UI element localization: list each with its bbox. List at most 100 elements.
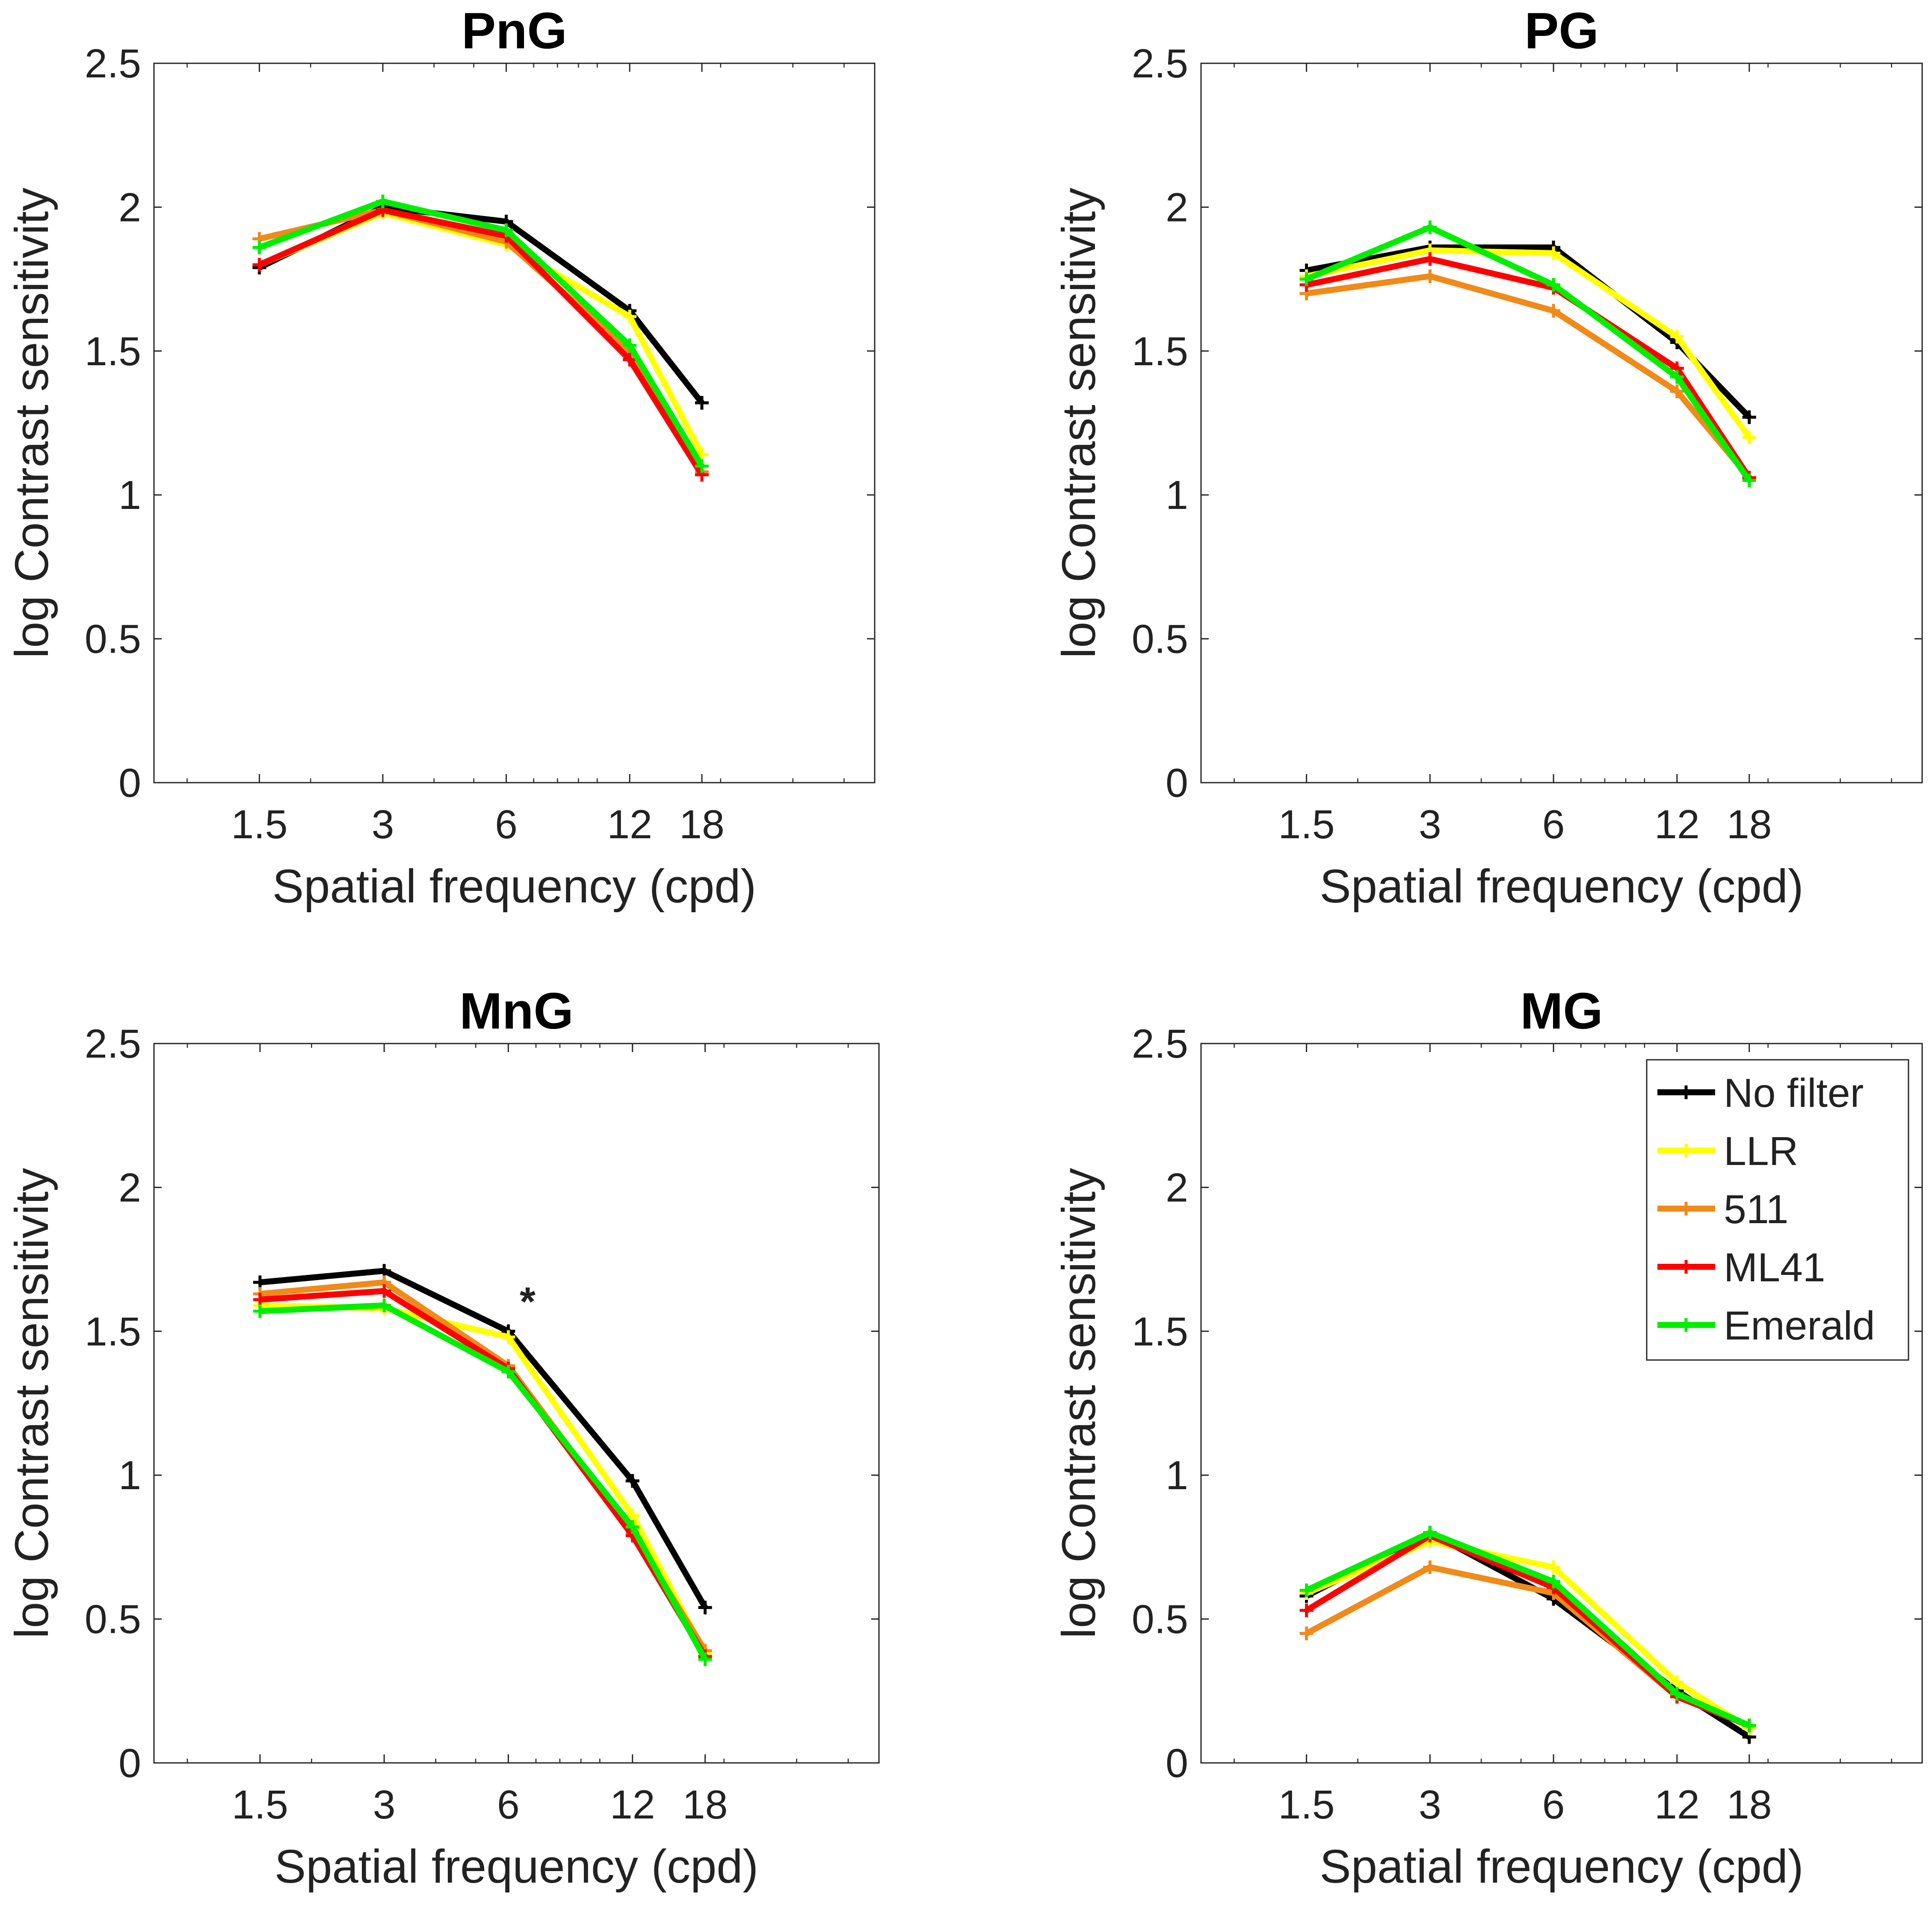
legend: No filter LLR 511 ML41 Emerald xyxy=(1646,1059,1909,1361)
data-point-emerald xyxy=(1742,1718,1756,1733)
x-tick-label: 6 xyxy=(1542,1782,1565,1827)
data-point-511 xyxy=(1547,304,1561,318)
y-tick-label: 0 xyxy=(118,1741,141,1786)
y-tick-label: 2 xyxy=(1166,1165,1188,1210)
series-emerald xyxy=(1299,1526,1756,1733)
y-tick-label: 2.5 xyxy=(1132,1021,1188,1067)
y-tick-label: 1.5 xyxy=(1132,1309,1188,1354)
data-point-emerald xyxy=(252,240,266,254)
data-point-emerald xyxy=(1670,1687,1684,1701)
data-point-emerald xyxy=(1299,272,1314,286)
data-point-llr xyxy=(1547,1560,1561,1574)
data-point-emerald xyxy=(1742,473,1756,488)
data-point-emerald xyxy=(1423,1526,1437,1540)
x-tick-label: 12 xyxy=(1654,1782,1700,1827)
legend-marker-emerald xyxy=(1679,1318,1693,1332)
series-line-511 xyxy=(260,1279,708,1653)
series-ml41 xyxy=(253,1284,712,1664)
x-axis-label: Spatial frequency (cpd) xyxy=(275,1840,758,1893)
data-point-emerald xyxy=(1299,1583,1314,1597)
x-tick-label: 1.5 xyxy=(232,1782,288,1827)
chart-panel-mg: 0 0.5 1 1.5 2 2.5 1.5 3 6 12 18 Spatial frequency (… xyxy=(1053,982,1923,1893)
x-tick-label: 18 xyxy=(1727,802,1772,847)
data-point-emerald xyxy=(501,1364,515,1378)
data-point-emerald xyxy=(499,223,513,237)
data-point-emerald xyxy=(625,1520,639,1534)
data-point-emerald xyxy=(1547,278,1561,292)
y-tick-label: 1.5 xyxy=(85,1309,141,1354)
y-tick-label: 2.5 xyxy=(85,1021,141,1067)
y-tick-label: 0 xyxy=(118,760,141,806)
x-axis-label: Spatial frequency (cpd) xyxy=(1320,1840,1803,1893)
data-point-llr xyxy=(1547,246,1561,260)
data-point-ml41 xyxy=(253,1292,267,1307)
data-point-llr xyxy=(623,310,637,324)
plot-area-frame xyxy=(1200,62,1923,784)
plot-area-frame xyxy=(153,62,876,784)
data-point-ml41 xyxy=(1423,252,1437,266)
y-tick-label: 1 xyxy=(118,1453,141,1498)
x-tick-label: 18 xyxy=(679,802,725,847)
x-axis-label: Spatial frequency (cpd) xyxy=(1320,860,1803,913)
y-tick-label: 1 xyxy=(1166,473,1188,518)
y-tick-label: 1 xyxy=(118,473,141,518)
y-tick-label: 2 xyxy=(1166,185,1188,230)
data-point-511 xyxy=(1670,384,1684,398)
x-tick-label: 1.5 xyxy=(231,802,287,847)
data-point-llr xyxy=(1670,330,1684,344)
series-511 xyxy=(1299,269,1756,485)
y-axis-label: log Contrast sensitivity xyxy=(1053,1168,1105,1638)
legend-label-ml41: ML41 xyxy=(1724,1245,1825,1290)
y-tick-label: 2 xyxy=(118,1165,141,1210)
x-tick-label: 1.5 xyxy=(1278,1782,1335,1827)
significance-annotation: * xyxy=(520,1279,536,1325)
legend-marker-511 xyxy=(1679,1202,1693,1215)
y-tick-label: 0.5 xyxy=(1132,1597,1188,1642)
data-point-emerald xyxy=(623,338,637,352)
chart-title: PnG xyxy=(462,2,567,59)
x-tick-label: 18 xyxy=(1727,1782,1772,1827)
chart-panel-png: 0 0.5 1 1.5 2 2.5 1.5 3 6 12 18 Spatial frequency (… xyxy=(6,2,876,913)
series-line-511 xyxy=(258,207,704,473)
chart-title: MnG xyxy=(459,982,574,1040)
data-point-ml41 xyxy=(1299,1603,1314,1617)
x-tick-label: 3 xyxy=(373,1782,396,1827)
y-tick-label: 0 xyxy=(1166,1741,1188,1786)
data-point-no-filter xyxy=(377,1264,391,1278)
data-point-511 xyxy=(1299,1626,1314,1641)
data-point-no-filter xyxy=(698,1600,712,1614)
data-point-emerald xyxy=(376,194,390,208)
x-tick-label: 12 xyxy=(610,1782,655,1827)
legend-label-no-filter: No filter xyxy=(1724,1070,1864,1116)
legend-marker-no-filter xyxy=(1679,1085,1693,1099)
x-tick-label: 6 xyxy=(497,1782,520,1827)
y-tick-label: 0.5 xyxy=(85,617,141,662)
data-point-emerald xyxy=(377,1298,391,1313)
y-axis-label: log Contrast sensitivity xyxy=(6,1168,58,1638)
data-point-no-filter xyxy=(625,1474,639,1488)
data-point-llr xyxy=(1742,430,1756,444)
data-point-emerald xyxy=(1423,220,1437,234)
data-point-ml41 xyxy=(623,352,637,367)
y-tick-label: 2 xyxy=(118,185,141,230)
data-point-ml41 xyxy=(252,257,266,272)
data-point-511 xyxy=(1423,1560,1437,1574)
x-tick-label: 12 xyxy=(607,802,652,847)
data-point-llr xyxy=(625,1508,639,1523)
legend-marker-ml41 xyxy=(1679,1260,1693,1274)
data-point-no-filter xyxy=(253,1275,267,1289)
y-tick-label: 1 xyxy=(1166,1453,1188,1498)
y-tick-label: 1.5 xyxy=(1132,329,1188,374)
data-point-511 xyxy=(1423,269,1437,283)
data-point-ml41 xyxy=(377,1284,391,1298)
series-line-ml41 xyxy=(258,207,704,476)
data-point-emerald xyxy=(695,459,709,473)
y-tick-label: 0.5 xyxy=(85,1597,141,1642)
data-point-emerald xyxy=(253,1304,267,1318)
y-axis-label: log Contrast sensitivity xyxy=(6,188,58,658)
chart-panel-pg: 0 0.5 1 1.5 2 2.5 1.5 3 6 12 18 Spatial frequency (… xyxy=(1053,2,1923,913)
x-tick-label: 6 xyxy=(495,802,518,847)
x-tick-label: 12 xyxy=(1654,802,1700,847)
